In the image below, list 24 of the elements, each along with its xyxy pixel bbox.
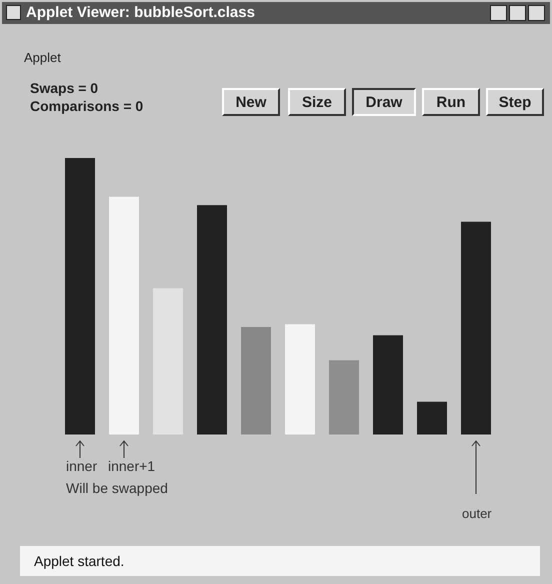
bar [109, 196, 139, 435]
chart-title: Applet Viewer: bubbleSort.class [2, 2, 550, 24]
text: New [222, 88, 280, 116]
text: inner+1 [108, 458, 156, 474]
text: inner [66, 458, 98, 474]
text: Step [486, 88, 544, 116]
bar [153, 288, 183, 435]
bar [65, 158, 95, 435]
bar [285, 324, 315, 435]
bar [241, 326, 271, 435]
text: Size [288, 88, 346, 116]
bar [373, 335, 403, 435]
bar [417, 402, 447, 435]
text: Run [422, 88, 480, 116]
text: Comparisons = 0 [30, 98, 144, 114]
text: outer [462, 506, 492, 521]
text: Swaps = 0 [30, 80, 98, 96]
text: Draw [352, 88, 416, 116]
bar [329, 360, 359, 435]
bar [197, 205, 227, 435]
text: Will be swapped [66, 480, 168, 496]
bar [461, 222, 491, 435]
text: Applet started. [20, 546, 540, 576]
text: Applet [24, 50, 61, 65]
